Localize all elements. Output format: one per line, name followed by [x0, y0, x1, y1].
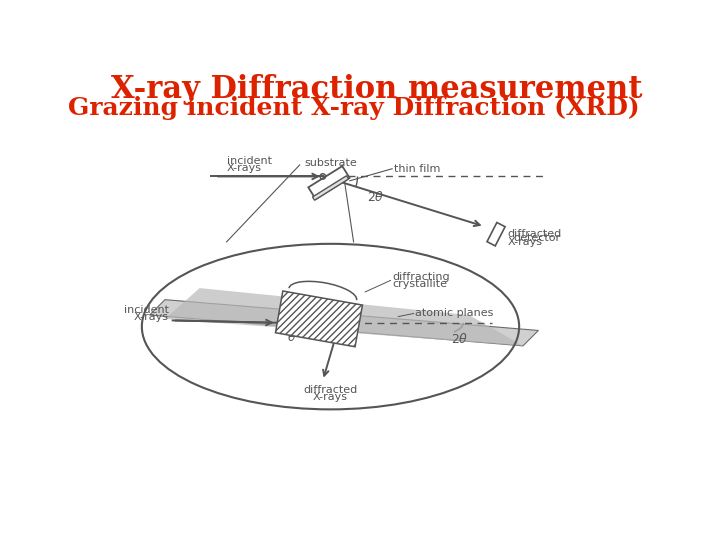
Polygon shape: [308, 166, 350, 199]
Polygon shape: [150, 300, 539, 346]
Text: diffracted: diffracted: [303, 384, 358, 395]
Polygon shape: [276, 291, 362, 347]
Polygon shape: [312, 176, 348, 200]
Text: $2\theta$: $2\theta$: [367, 190, 384, 204]
Text: detector: detector: [513, 233, 560, 243]
Text: $\theta$: $\theta$: [287, 330, 297, 343]
Text: diffracted: diffracted: [508, 229, 562, 239]
Text: X-rays: X-rays: [313, 393, 348, 402]
Text: incident: incident: [124, 305, 168, 315]
Text: X-rays: X-rays: [508, 237, 543, 247]
Text: crystallite: crystallite: [392, 279, 447, 289]
Polygon shape: [487, 222, 505, 246]
Text: $2\theta$: $2\theta$: [451, 332, 469, 346]
Text: diffracting: diffracting: [392, 272, 450, 281]
Polygon shape: [165, 288, 523, 346]
Text: X-rays: X-rays: [227, 163, 261, 173]
Text: incident: incident: [227, 156, 271, 166]
Text: atomic planes: atomic planes: [415, 308, 494, 318]
Text: thin film: thin film: [394, 164, 440, 174]
Text: d: d: [276, 313, 284, 326]
Text: X-ray Diffraction measurement: X-ray Diffraction measurement: [111, 74, 642, 105]
Text: substrate: substrate: [304, 158, 357, 168]
Text: X-rays: X-rays: [134, 312, 168, 322]
Text: Grazing incident X-ray Diffraction (XRD): Grazing incident X-ray Diffraction (XRD): [68, 96, 639, 120]
